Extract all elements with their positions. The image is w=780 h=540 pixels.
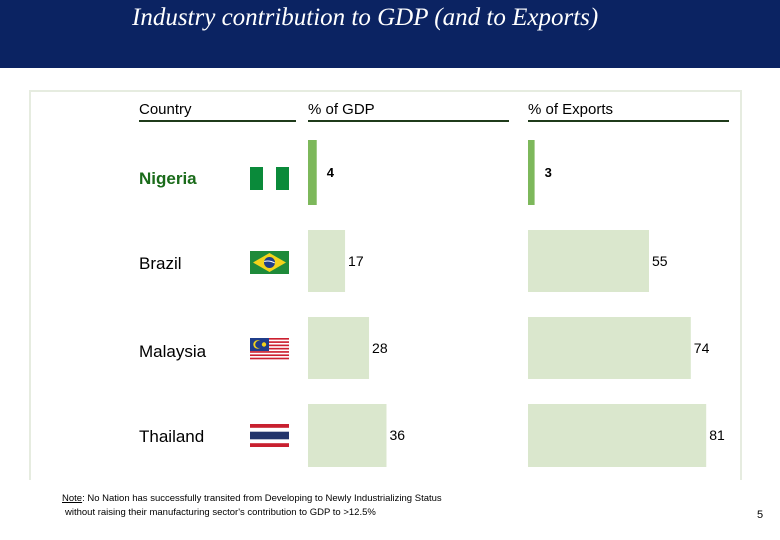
bar-label-exports-malaysia: 74: [694, 340, 710, 356]
bar-label-exports-thailand: 81: [709, 427, 725, 443]
country-label-nigeria: Nigeria: [139, 169, 197, 188]
bar-exports-nigeria: [528, 140, 535, 205]
column-header-exports: % of Exports: [528, 101, 614, 118]
malaysia-flag-icon: [250, 338, 289, 361]
bar-label-exports-nigeria: 3: [545, 165, 552, 180]
footnote-line-1: : No Nation has successfully transited f…: [82, 493, 442, 504]
bar-label-exports-brazil: 55: [652, 253, 668, 269]
bar-gdp-thailand: [308, 404, 387, 467]
column-underline-exports: [528, 120, 729, 122]
page-title: Industry contribution to GDP (and to Exp…: [132, 4, 599, 31]
thailand-flag-icon: [250, 424, 289, 447]
bar-exports-thailand: [528, 404, 707, 467]
bar-exports-malaysia: [528, 317, 691, 379]
country-label-malaysia: Malaysia: [139, 342, 207, 361]
bar-exports-brazil: [528, 230, 649, 292]
chart-panel: [29, 90, 742, 480]
column-underline-gdp: [308, 120, 509, 122]
bar-gdp-nigeria: [308, 140, 317, 205]
column-header-gdp: % of GDP: [308, 101, 375, 118]
bar-label-gdp-thailand: 36: [389, 427, 405, 443]
brazil-flag-icon: [250, 251, 289, 274]
country-label-thailand: Thailand: [139, 427, 205, 446]
footnote-line-2: without raising their manufacturing sect…: [65, 507, 376, 518]
country-label-brazil: Brazil: [139, 254, 182, 273]
column-underline-country: [139, 120, 296, 122]
footnote: Note: No Nation has successfully transit…: [62, 492, 442, 520]
bar-gdp-brazil: [308, 230, 346, 292]
bar-label-gdp-nigeria: 4: [327, 165, 335, 180]
header-bar: [0, 0, 780, 68]
bar-label-gdp-brazil: 17: [348, 253, 364, 269]
page-number: 5: [757, 509, 764, 521]
column-header-country: Country: [139, 101, 192, 118]
footnote-label: Note: [62, 493, 83, 504]
bar-gdp-malaysia: [308, 317, 370, 379]
bar-label-gdp-malaysia: 28: [372, 340, 388, 356]
nigeria-flag-icon: [250, 167, 289, 190]
